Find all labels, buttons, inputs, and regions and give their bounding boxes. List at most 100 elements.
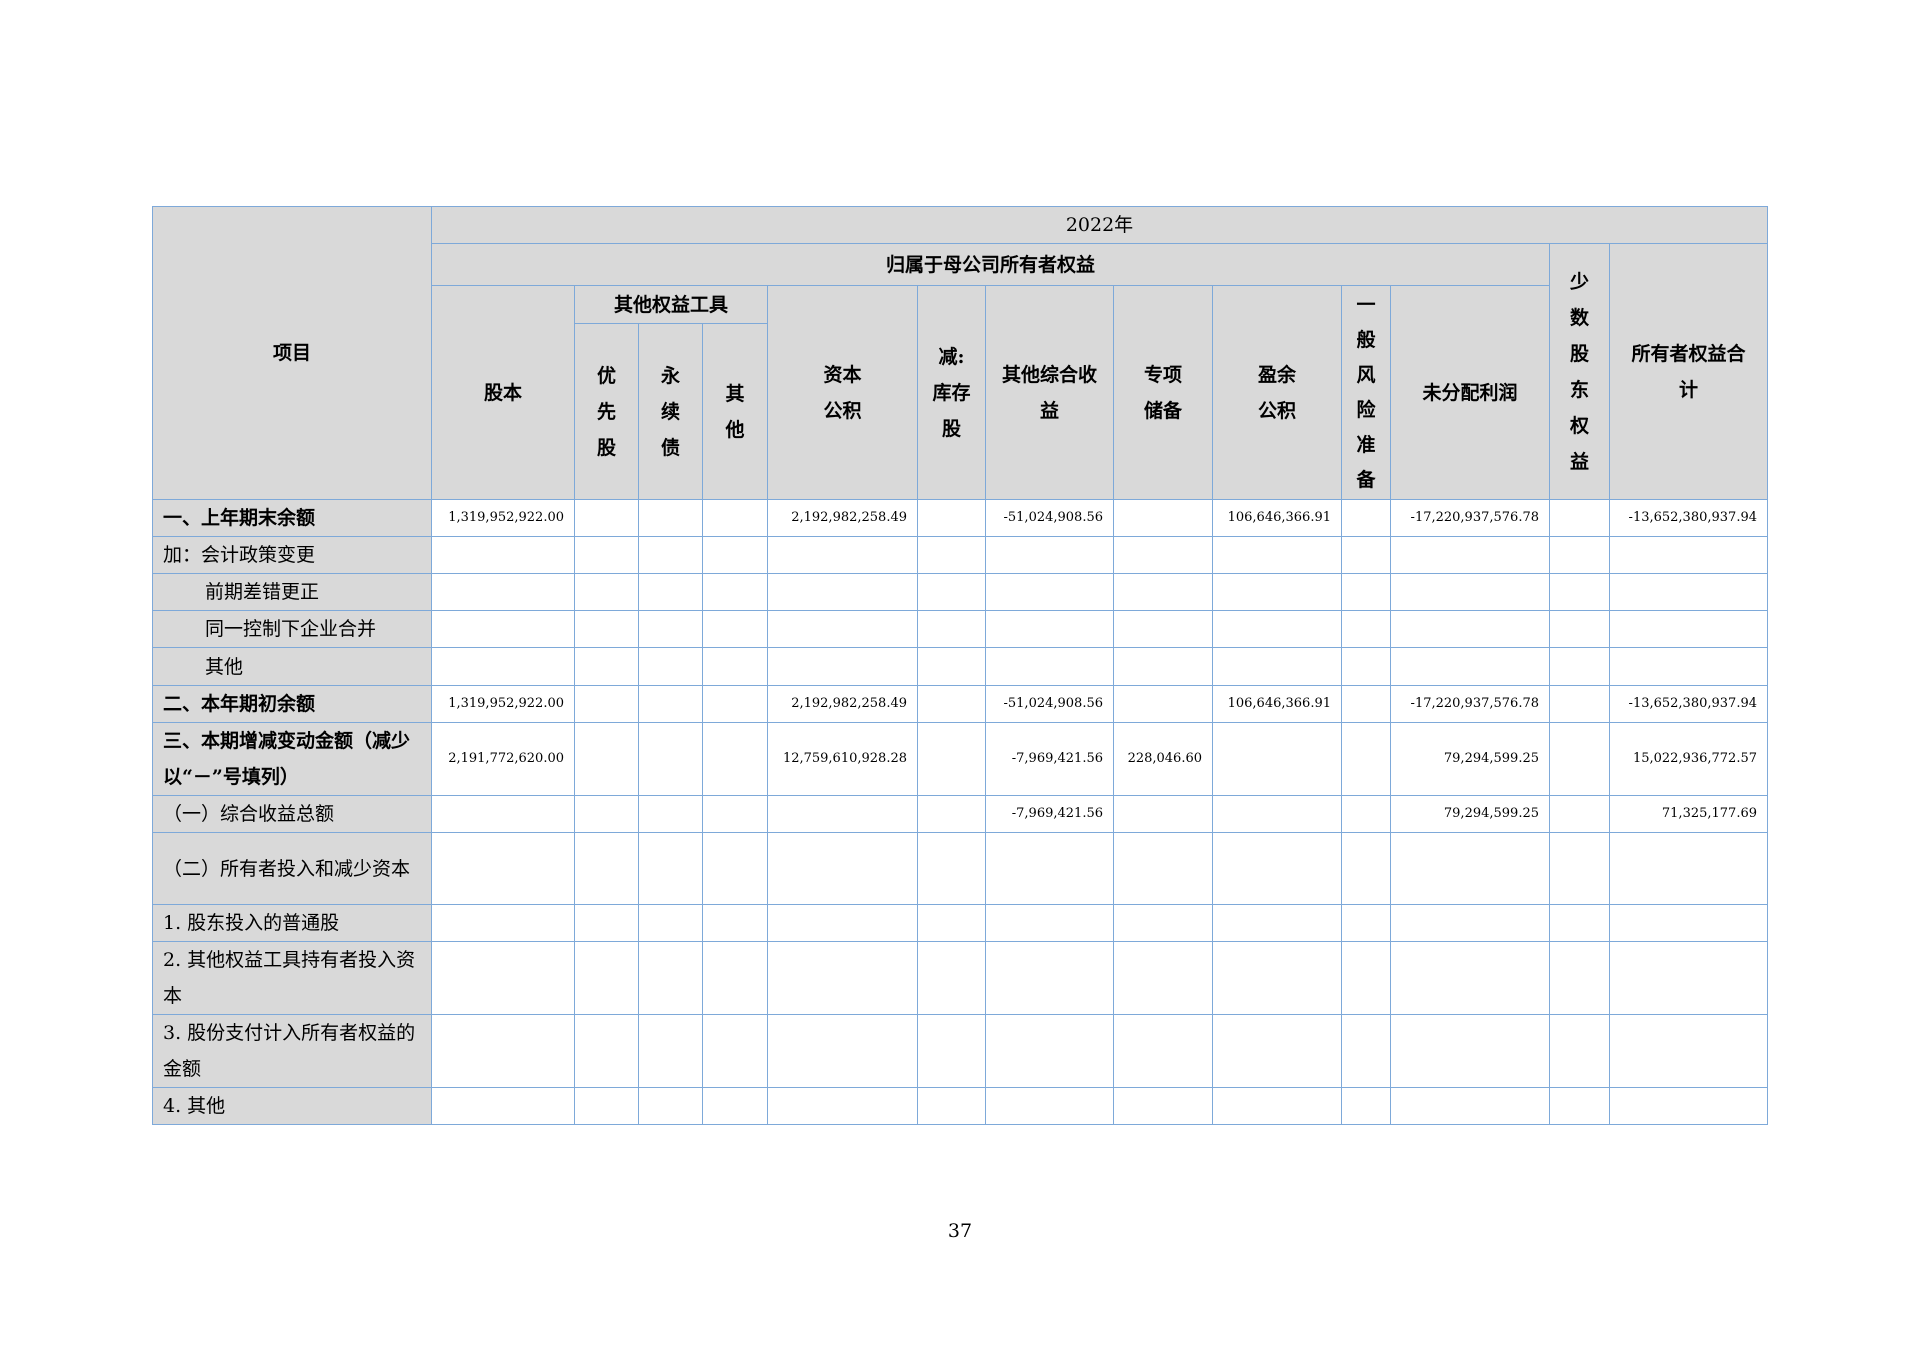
table-cell — [1113, 904, 1213, 942]
table-cell — [638, 499, 703, 537]
row-label: 其他 — [152, 647, 432, 686]
table-cell — [1549, 499, 1610, 537]
table-cell — [1549, 536, 1610, 574]
table-cell — [638, 647, 703, 686]
table-cell — [574, 499, 639, 537]
table-cell — [985, 610, 1114, 648]
table-cell — [1549, 941, 1610, 1015]
table-cell — [574, 1014, 639, 1088]
table-cell — [1212, 904, 1342, 942]
table-cell — [431, 1087, 575, 1125]
table-cell — [1113, 795, 1213, 833]
table-cell — [767, 573, 918, 611]
table-cell — [1341, 832, 1391, 905]
table-cell: 12,759,610,928.28 — [767, 722, 918, 796]
table-cell — [917, 904, 986, 942]
table-row: 三、本期增减变动金额（减少以“－”号填列） 2,191,772,620.00 12,… — [152, 722, 1768, 796]
page-number: 37 — [947, 1220, 973, 1242]
table-cell — [574, 536, 639, 574]
table-cell — [638, 795, 703, 833]
table-cell — [1113, 832, 1213, 905]
table-cell: 2,191,772,620.00 — [431, 722, 575, 796]
row-label: 2. 其他权益工具持有者投入资本 — [152, 941, 432, 1015]
table-row: 一、上年期末余额 1,319,952,922.00 2,192,982,258.49… — [152, 499, 1768, 537]
table-cell — [1113, 1087, 1213, 1125]
table-cell — [917, 1087, 986, 1125]
table-cell: -13,652,380,937.94 — [1609, 685, 1768, 723]
table-cell — [767, 1087, 918, 1125]
table-cell — [702, 647, 768, 686]
table-cell — [1549, 685, 1610, 723]
table-cell — [767, 795, 918, 833]
table-cell — [917, 1014, 986, 1088]
table-cell — [1212, 832, 1342, 905]
table-cell: 71,325,177.69 — [1609, 795, 1768, 833]
table-cell — [917, 832, 986, 905]
table-cell — [1212, 722, 1342, 796]
table-row: 3. 股份支付计入所有者权益的金额 — [152, 1014, 1768, 1088]
table-cell — [1113, 610, 1213, 648]
table-cell — [1390, 647, 1550, 686]
row-label: 三、本期增减变动金额（减少以“－”号填列） — [152, 722, 432, 796]
header-minority: 少 数 股 东 权 益 — [1549, 243, 1610, 500]
table-cell — [1212, 795, 1342, 833]
table-cell — [1549, 1087, 1610, 1125]
table-cell — [767, 536, 918, 574]
table-cell — [574, 941, 639, 1015]
table-cell — [1390, 904, 1550, 942]
table-cell — [1609, 941, 1768, 1015]
table-cell — [985, 904, 1114, 942]
table-cell — [702, 536, 768, 574]
table-cell — [638, 685, 703, 723]
table-cell: 79,294,599.25 — [1390, 795, 1550, 833]
table-cell — [767, 1014, 918, 1088]
table-row: 2. 其他权益工具持有者投入资本 — [152, 941, 1768, 1015]
table-cell — [638, 1087, 703, 1125]
table-cell — [574, 685, 639, 723]
table-cell: 15,022,936,772.57 — [1609, 722, 1768, 796]
row-label: 加：会计政策变更 — [152, 536, 432, 574]
table-cell — [702, 941, 768, 1015]
table-cell — [1609, 610, 1768, 648]
table-cell: 1,319,952,922.00 — [431, 685, 575, 723]
header-perpetual: 永 续 债 — [638, 323, 703, 500]
table-cell: -7,969,421.56 — [985, 722, 1114, 796]
table-cell — [985, 1087, 1114, 1125]
table-cell: 106,646,366.91 — [1212, 685, 1342, 723]
table-cell — [638, 904, 703, 942]
table-cell: -17,220,937,576.78 — [1390, 499, 1550, 537]
table-cell — [1113, 647, 1213, 686]
table-cell — [1113, 685, 1213, 723]
header-special-reserve: 专项 储备 — [1113, 285, 1213, 500]
header-retained: 未分配利润 — [1390, 285, 1550, 500]
table-cell — [1609, 536, 1768, 574]
table-cell — [1549, 610, 1610, 648]
table-cell — [574, 610, 639, 648]
table-cell — [574, 722, 639, 796]
row-label: 4. 其他 — [152, 1087, 432, 1125]
table-cell — [985, 573, 1114, 611]
row-label: 二、本年期初余额 — [152, 685, 432, 723]
table-cell — [574, 1087, 639, 1125]
header-oci: 其他综合收 益 — [985, 285, 1114, 500]
table-cell — [431, 536, 575, 574]
table-cell: -13,652,380,937.94 — [1609, 499, 1768, 537]
table-cell — [1212, 1087, 1342, 1125]
row-label: （二）所有者投入和减少资本 — [152, 832, 432, 905]
table-cell: -7,969,421.56 — [985, 795, 1114, 833]
table-cell — [431, 795, 575, 833]
table-cell — [702, 1014, 768, 1088]
table-cell — [1390, 610, 1550, 648]
table-cell — [1549, 1014, 1610, 1088]
header-other-equity-instruments: 其他权益工具 — [574, 285, 768, 324]
header-year: 2022年 — [431, 206, 1768, 244]
row-label: （一）综合收益总额 — [152, 795, 432, 833]
row-label: 1. 股东投入的普通股 — [152, 904, 432, 942]
table-cell — [1549, 904, 1610, 942]
table-cell — [1549, 573, 1610, 611]
table-row: 其他 — [152, 647, 1768, 686]
table-cell — [702, 722, 768, 796]
row-label: 同一控制下企业合并 — [152, 610, 432, 648]
table-cell — [1212, 573, 1342, 611]
table-cell — [1212, 536, 1342, 574]
